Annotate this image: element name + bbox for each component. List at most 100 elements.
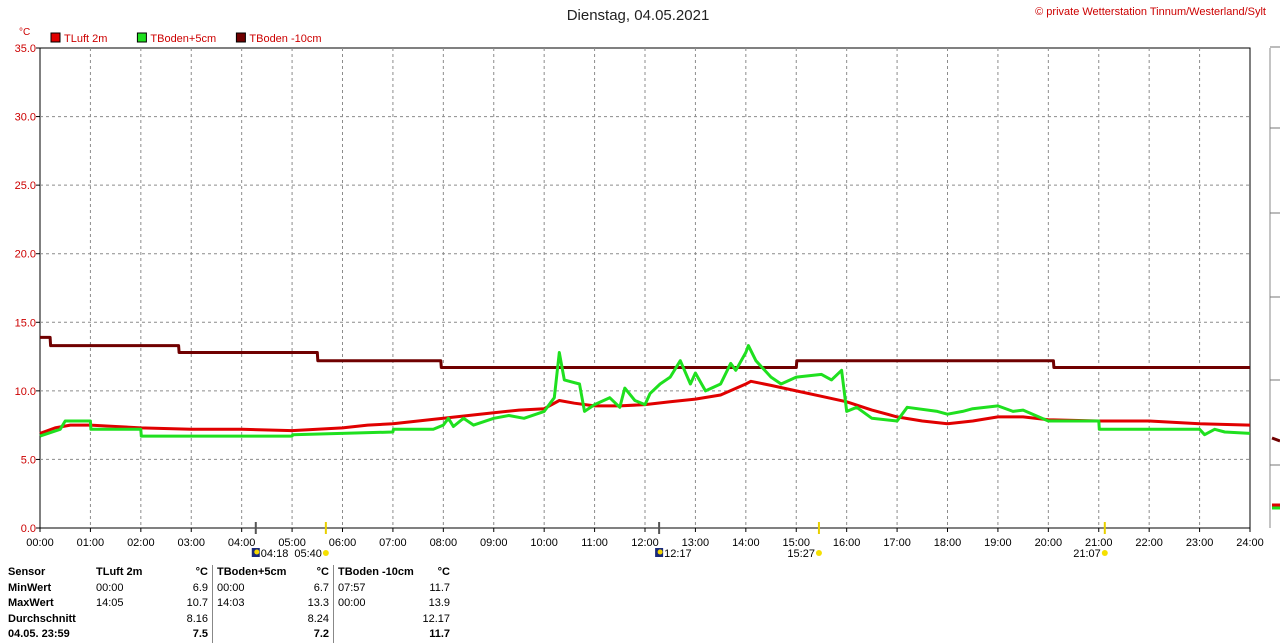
stats-row-max: MaxWert 14:05 10.7 14:03 13.3 00:00 13.9 xyxy=(4,596,454,612)
stats-header-s2: TBoden+5cm xyxy=(212,565,297,581)
stats-label: Durchschnitt xyxy=(8,612,76,625)
series-line xyxy=(40,335,1250,369)
y-tick-label: 5.0 xyxy=(21,454,36,466)
stats-header-sensor: Sensor xyxy=(8,566,46,579)
stats-value: 8.24 xyxy=(307,612,329,625)
temperature-chart: Dienstag, 04.05.2021 © private Wettersta… xyxy=(15,6,1280,560)
x-tick-label: 20:00 xyxy=(1035,537,1063,549)
y-tick-label: 30.0 xyxy=(15,112,36,124)
x-tick-label: 05:00 xyxy=(278,537,306,549)
x-tick-label: 07:00 xyxy=(379,537,407,549)
x-tick-label: 04:00 xyxy=(228,537,256,549)
event-time-label: 15:27 xyxy=(787,548,815,560)
stats-time xyxy=(92,612,176,628)
event-time-label: 21:07 xyxy=(1073,548,1101,560)
stats-label: 04.05. 23:59 xyxy=(8,628,70,641)
legend-swatch xyxy=(235,32,246,43)
stats-time: 00:00 xyxy=(212,580,297,596)
stats-value: 7.2 xyxy=(313,628,329,641)
sun-moon-events: 15:27 04:18 05:40 12:17 21:07 xyxy=(251,522,1108,560)
stats-value: 10.7 xyxy=(186,597,208,610)
stats-time: 00:00 xyxy=(333,596,418,612)
right-scale-panel xyxy=(1269,46,1280,528)
x-tick-label: 22:00 xyxy=(1135,537,1163,549)
x-tick-label: 12:00 xyxy=(631,537,659,549)
stats-time: 07:57 xyxy=(333,580,418,596)
y-tick-label: 35.0 xyxy=(15,43,36,55)
stats-header-s3: TBoden -10cm xyxy=(333,565,418,581)
grid-lines xyxy=(40,48,1250,528)
stats-header-s1: TLuft 2m xyxy=(96,566,143,579)
stats-time xyxy=(212,611,297,627)
event-time-label: 05:40 xyxy=(294,548,322,560)
sun-icon xyxy=(322,550,329,556)
stats-value: 12.17 xyxy=(422,612,450,625)
y-tick-label: 0.0 xyxy=(21,523,36,535)
legend-swatch xyxy=(136,32,147,43)
legend: TLuft 2m TBoden+5cm TBoden -10cm xyxy=(50,32,322,45)
x-tick-label: 14:00 xyxy=(732,537,760,549)
stats-value: 8.16 xyxy=(186,612,208,625)
right-scale-mark xyxy=(1271,436,1280,443)
x-tick-label: 24:00 xyxy=(1236,537,1264,549)
stats-time: 14:05 xyxy=(96,597,124,610)
legend-label: TLuft 2m xyxy=(64,33,107,45)
moon-icon-glyph xyxy=(657,549,663,555)
x-tick-label: 23:00 xyxy=(1186,537,1214,549)
x-tick-label: 11:00 xyxy=(581,537,608,549)
x-tick-label: 09:00 xyxy=(480,537,508,549)
x-tick-label: 17:00 xyxy=(883,537,911,549)
stats-value: 6.9 xyxy=(192,581,208,594)
x-tick-label: 03:00 xyxy=(177,537,205,549)
x-tick-label: 08:00 xyxy=(430,537,458,549)
stats-time: 14:03 xyxy=(212,596,297,612)
y-tick-label: 20.0 xyxy=(15,249,36,261)
x-tick-label: 10:00 xyxy=(530,537,558,549)
stats-header-unit2: °C xyxy=(316,566,329,579)
legend-label: TBoden+5cm xyxy=(150,33,216,45)
series-line xyxy=(39,344,1251,438)
stats-time: 00:00 xyxy=(96,581,124,594)
y-tick-label: 10.0 xyxy=(15,386,36,398)
legend-label: TBoden -10cm xyxy=(249,33,321,45)
stats-label: MaxWert xyxy=(8,597,54,610)
stats-row-avg: Durchschnitt 8.16 8.24 12.17 xyxy=(4,611,454,628)
stats-header-unit1: °C xyxy=(195,566,208,579)
y-tick-label: 15.0 xyxy=(15,317,36,329)
stats-time xyxy=(333,627,418,643)
stats-value: 13.9 xyxy=(428,597,450,610)
y-tick-label: 25.0 xyxy=(15,180,36,192)
stats-value: 11.7 xyxy=(429,581,450,594)
event-time-label: 12:17 xyxy=(664,548,692,560)
stats-row-current: 04.05. 23:59 7.5 7.2 11.7 xyxy=(4,627,454,643)
x-axis: 00:00 01:00 02:00 03:00 04:00 05:00 06:00 07:00… xyxy=(26,528,1264,549)
x-tick-label: 16:00 xyxy=(833,537,861,549)
legend-swatch xyxy=(50,32,61,43)
chart-title: Dienstag, 04.05.2021 xyxy=(567,7,710,24)
statistics-table: Sensor TLuft 2m °C TBoden+5cm °C TBoden … xyxy=(4,565,454,643)
stats-label: MinWert xyxy=(8,581,52,594)
event-time-label: 04:18 xyxy=(261,548,289,560)
stats-header-row: Sensor TLuft 2m °C TBoden+5cm °C TBoden … xyxy=(4,565,454,581)
y-axis: 0.0 5.0 10.0 15.0 20.0 25.0 30.0 35.0 xyxy=(15,43,40,535)
copyright-label: © private Wetterstation Tinnum/Westerlan… xyxy=(1035,6,1266,18)
series-lines xyxy=(39,335,1251,438)
x-tick-label: 00:00 xyxy=(26,537,54,549)
x-tick-label: 01:00 xyxy=(77,537,105,549)
x-tick-label: 19:00 xyxy=(984,537,1012,549)
sun-icon xyxy=(1101,550,1108,556)
sun-icon xyxy=(815,550,822,556)
stats-value: 6.7 xyxy=(313,581,329,594)
x-tick-label: 13:00 xyxy=(682,537,710,549)
x-tick-label: 15:00 xyxy=(782,537,810,549)
stats-value: 11.7 xyxy=(429,628,450,641)
stats-time xyxy=(333,611,418,627)
moon-icon-glyph xyxy=(254,549,260,555)
stats-time xyxy=(212,627,297,643)
x-tick-label: 18:00 xyxy=(934,537,962,549)
x-tick-label: 21:00 xyxy=(1085,537,1113,549)
stats-row-min: MinWert 00:00 6.9 00:00 6.7 07:57 11.7 xyxy=(4,580,454,596)
y-axis-unit: °C xyxy=(19,27,30,38)
x-tick-label: 02:00 xyxy=(127,537,155,549)
stats-time xyxy=(92,627,176,643)
